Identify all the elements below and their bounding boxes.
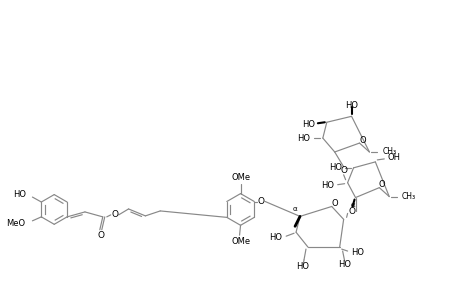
Text: O: O xyxy=(111,210,118,219)
Text: OH: OH xyxy=(386,153,399,162)
Text: HO: HO xyxy=(328,163,341,172)
Text: HO: HO xyxy=(320,181,333,190)
Text: O: O xyxy=(330,199,337,208)
Text: OMe: OMe xyxy=(231,237,251,246)
Text: HO: HO xyxy=(13,190,27,199)
Text: OMe: OMe xyxy=(231,173,251,182)
Text: α: α xyxy=(349,202,354,208)
Text: HO: HO xyxy=(269,233,281,242)
Text: α: α xyxy=(292,206,297,212)
Text: HO: HO xyxy=(351,248,364,256)
Text: HO: HO xyxy=(296,262,309,272)
Text: O: O xyxy=(358,136,365,145)
Text: MeO: MeO xyxy=(6,219,25,228)
Text: O: O xyxy=(339,166,347,175)
Text: HO: HO xyxy=(297,134,309,142)
Text: O: O xyxy=(257,197,264,206)
Text: O: O xyxy=(97,231,104,240)
Text: HO: HO xyxy=(344,101,357,110)
Text: O: O xyxy=(378,180,385,189)
Text: HO: HO xyxy=(301,120,314,129)
Text: CH₃: CH₃ xyxy=(381,148,396,157)
Text: O: O xyxy=(347,207,354,216)
Text: CH₃: CH₃ xyxy=(401,192,415,201)
Text: HO: HO xyxy=(337,260,350,269)
